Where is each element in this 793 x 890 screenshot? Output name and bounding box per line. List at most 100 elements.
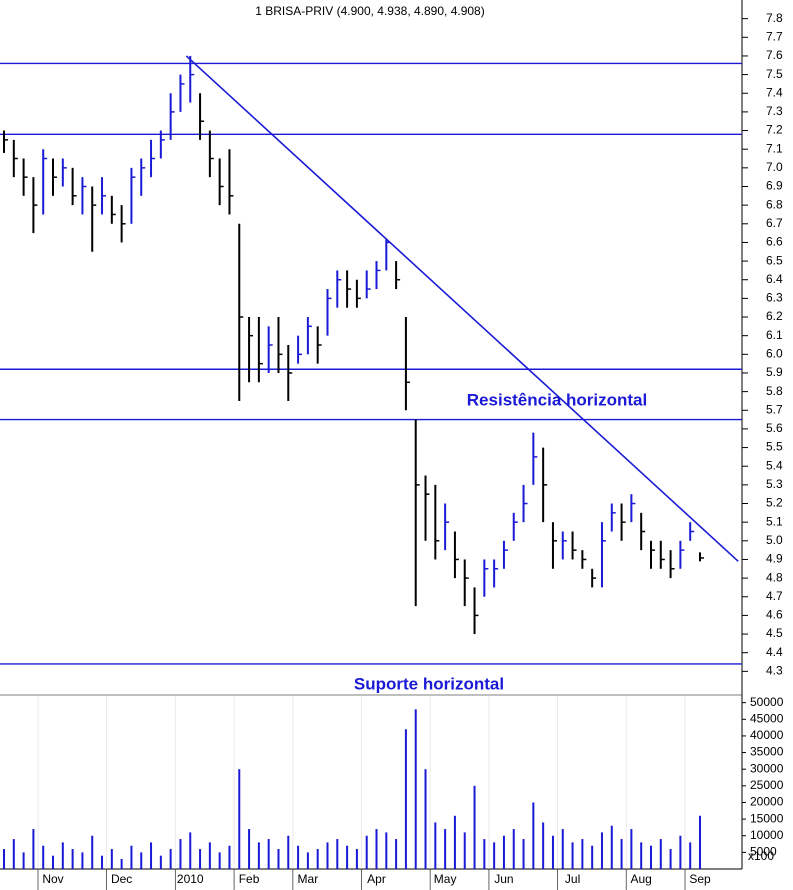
volume-bar: [52, 855, 55, 869]
volume-tick-label: 45000: [750, 711, 784, 725]
volume-bar: [591, 845, 594, 869]
x-tick-label: Jun: [494, 872, 513, 886]
y-tick-label: 6.1: [766, 328, 783, 342]
volume-tick-label: 25000: [750, 778, 784, 792]
volume-tick-label: 15000: [750, 811, 784, 825]
x-tick-label: Dec: [111, 872, 132, 886]
volume-bar: [306, 852, 309, 869]
volume-bar: [493, 842, 496, 869]
volume-bar: [600, 832, 603, 869]
volume-bar: [277, 849, 280, 869]
y-tick-label: 7.8: [766, 11, 783, 25]
volume-bar: [669, 849, 672, 869]
x-tick-label: Mar: [298, 872, 319, 886]
volume-bar: [91, 835, 94, 869]
volume-tick-label: 50000: [750, 695, 784, 709]
volume-bar: [208, 842, 211, 869]
volume-bar: [238, 769, 241, 869]
volume-bar: [228, 845, 231, 869]
volume-tick-label: 20000: [750, 795, 784, 809]
volume-bar: [159, 855, 162, 869]
volume-bar: [169, 849, 172, 869]
volume-bar: [630, 829, 633, 869]
volume-tick-label: 35000: [750, 745, 784, 759]
volume-bar: [61, 842, 64, 869]
volume-bar: [316, 849, 319, 869]
volume-tick-label: 10000: [750, 828, 784, 842]
x-tick-label: Jul: [565, 872, 580, 886]
volume-bar: [522, 839, 525, 869]
chart-title: 1 BRISA-PRIV (4.900, 4.938, 4.890, 4.908…: [255, 4, 484, 18]
y-tick-label: 4.8: [766, 570, 783, 584]
volume-bar: [110, 849, 113, 869]
volume-bar: [610, 825, 613, 869]
volume-bar: [297, 845, 300, 869]
volume-bar: [532, 802, 535, 869]
volume-bar: [42, 845, 45, 869]
volume-bar: [365, 835, 368, 869]
volume-bar: [101, 855, 104, 869]
volume-bar: [326, 842, 329, 869]
volume-bar: [385, 832, 388, 869]
volume-bar: [561, 829, 564, 869]
y-tick-label: 4.5: [766, 626, 783, 640]
volume-bar: [71, 849, 74, 869]
x-tick-label: 2010: [177, 872, 204, 886]
y-tick-label: 6.0: [766, 346, 783, 360]
volume-bar: [375, 829, 378, 869]
y-tick-label: 7.3: [766, 104, 783, 118]
volume-bar: [571, 842, 574, 869]
trend-line: [185, 55, 739, 562]
volume-bar: [140, 852, 143, 869]
y-tick-label: 6.7: [766, 216, 783, 230]
volume-bar: [483, 839, 486, 869]
volume-bar: [444, 829, 447, 869]
y-tick-label: 6.3: [766, 291, 783, 305]
volume-bar: [336, 839, 339, 869]
y-tick-label: 6.2: [766, 309, 783, 323]
volume-bar: [689, 842, 692, 869]
volume-bar: [12, 839, 15, 869]
volume-tick-label: 40000: [750, 728, 784, 742]
x-tick-label: May: [434, 872, 457, 886]
y-tick-label: 5.0: [766, 533, 783, 547]
volume-bar: [620, 839, 623, 869]
annotation: Suporte horizontal: [354, 674, 504, 693]
volume-bar: [581, 839, 584, 869]
volume-bar: [3, 849, 5, 869]
x-tick-label: Nov: [42, 872, 63, 886]
y-tick-label: 5.1: [766, 514, 783, 528]
volume-bar: [346, 845, 349, 869]
y-tick-label: 7.6: [766, 48, 783, 62]
y-tick-label: 6.5: [766, 253, 783, 267]
y-tick-label: 7.7: [766, 29, 783, 43]
y-tick-label: 4.9: [766, 552, 783, 566]
volume-bar: [32, 829, 35, 869]
y-tick-label: 4.4: [766, 645, 783, 659]
volume-bar: [640, 842, 643, 869]
y-tick-label: 4.6: [766, 608, 783, 622]
volume-bar: [473, 785, 476, 869]
volume-bar: [218, 852, 221, 869]
y-tick-label: 7.4: [766, 85, 783, 99]
volume-bar: [257, 842, 260, 869]
volume-tick-label: 5000: [750, 845, 777, 859]
y-tick-label: 4.3: [766, 664, 783, 678]
volume-bar: [551, 835, 554, 869]
y-tick-label: 5.6: [766, 421, 783, 435]
y-tick-label: 7.1: [766, 141, 783, 155]
volume-bar: [502, 835, 505, 869]
y-tick-label: 5.7: [766, 402, 783, 416]
y-tick-label: 5.8: [766, 384, 783, 398]
volume-bar: [355, 849, 358, 869]
volume-bar: [434, 822, 437, 869]
volume-bar: [414, 709, 417, 869]
volume-bar: [649, 845, 652, 869]
volume-bar: [179, 839, 182, 869]
y-tick-label: 6.9: [766, 179, 783, 193]
volume-tick-label: 30000: [750, 761, 784, 775]
y-tick-label: 5.4: [766, 458, 783, 472]
x-tick-label: Apr: [367, 872, 386, 886]
volume-bar: [199, 849, 202, 869]
